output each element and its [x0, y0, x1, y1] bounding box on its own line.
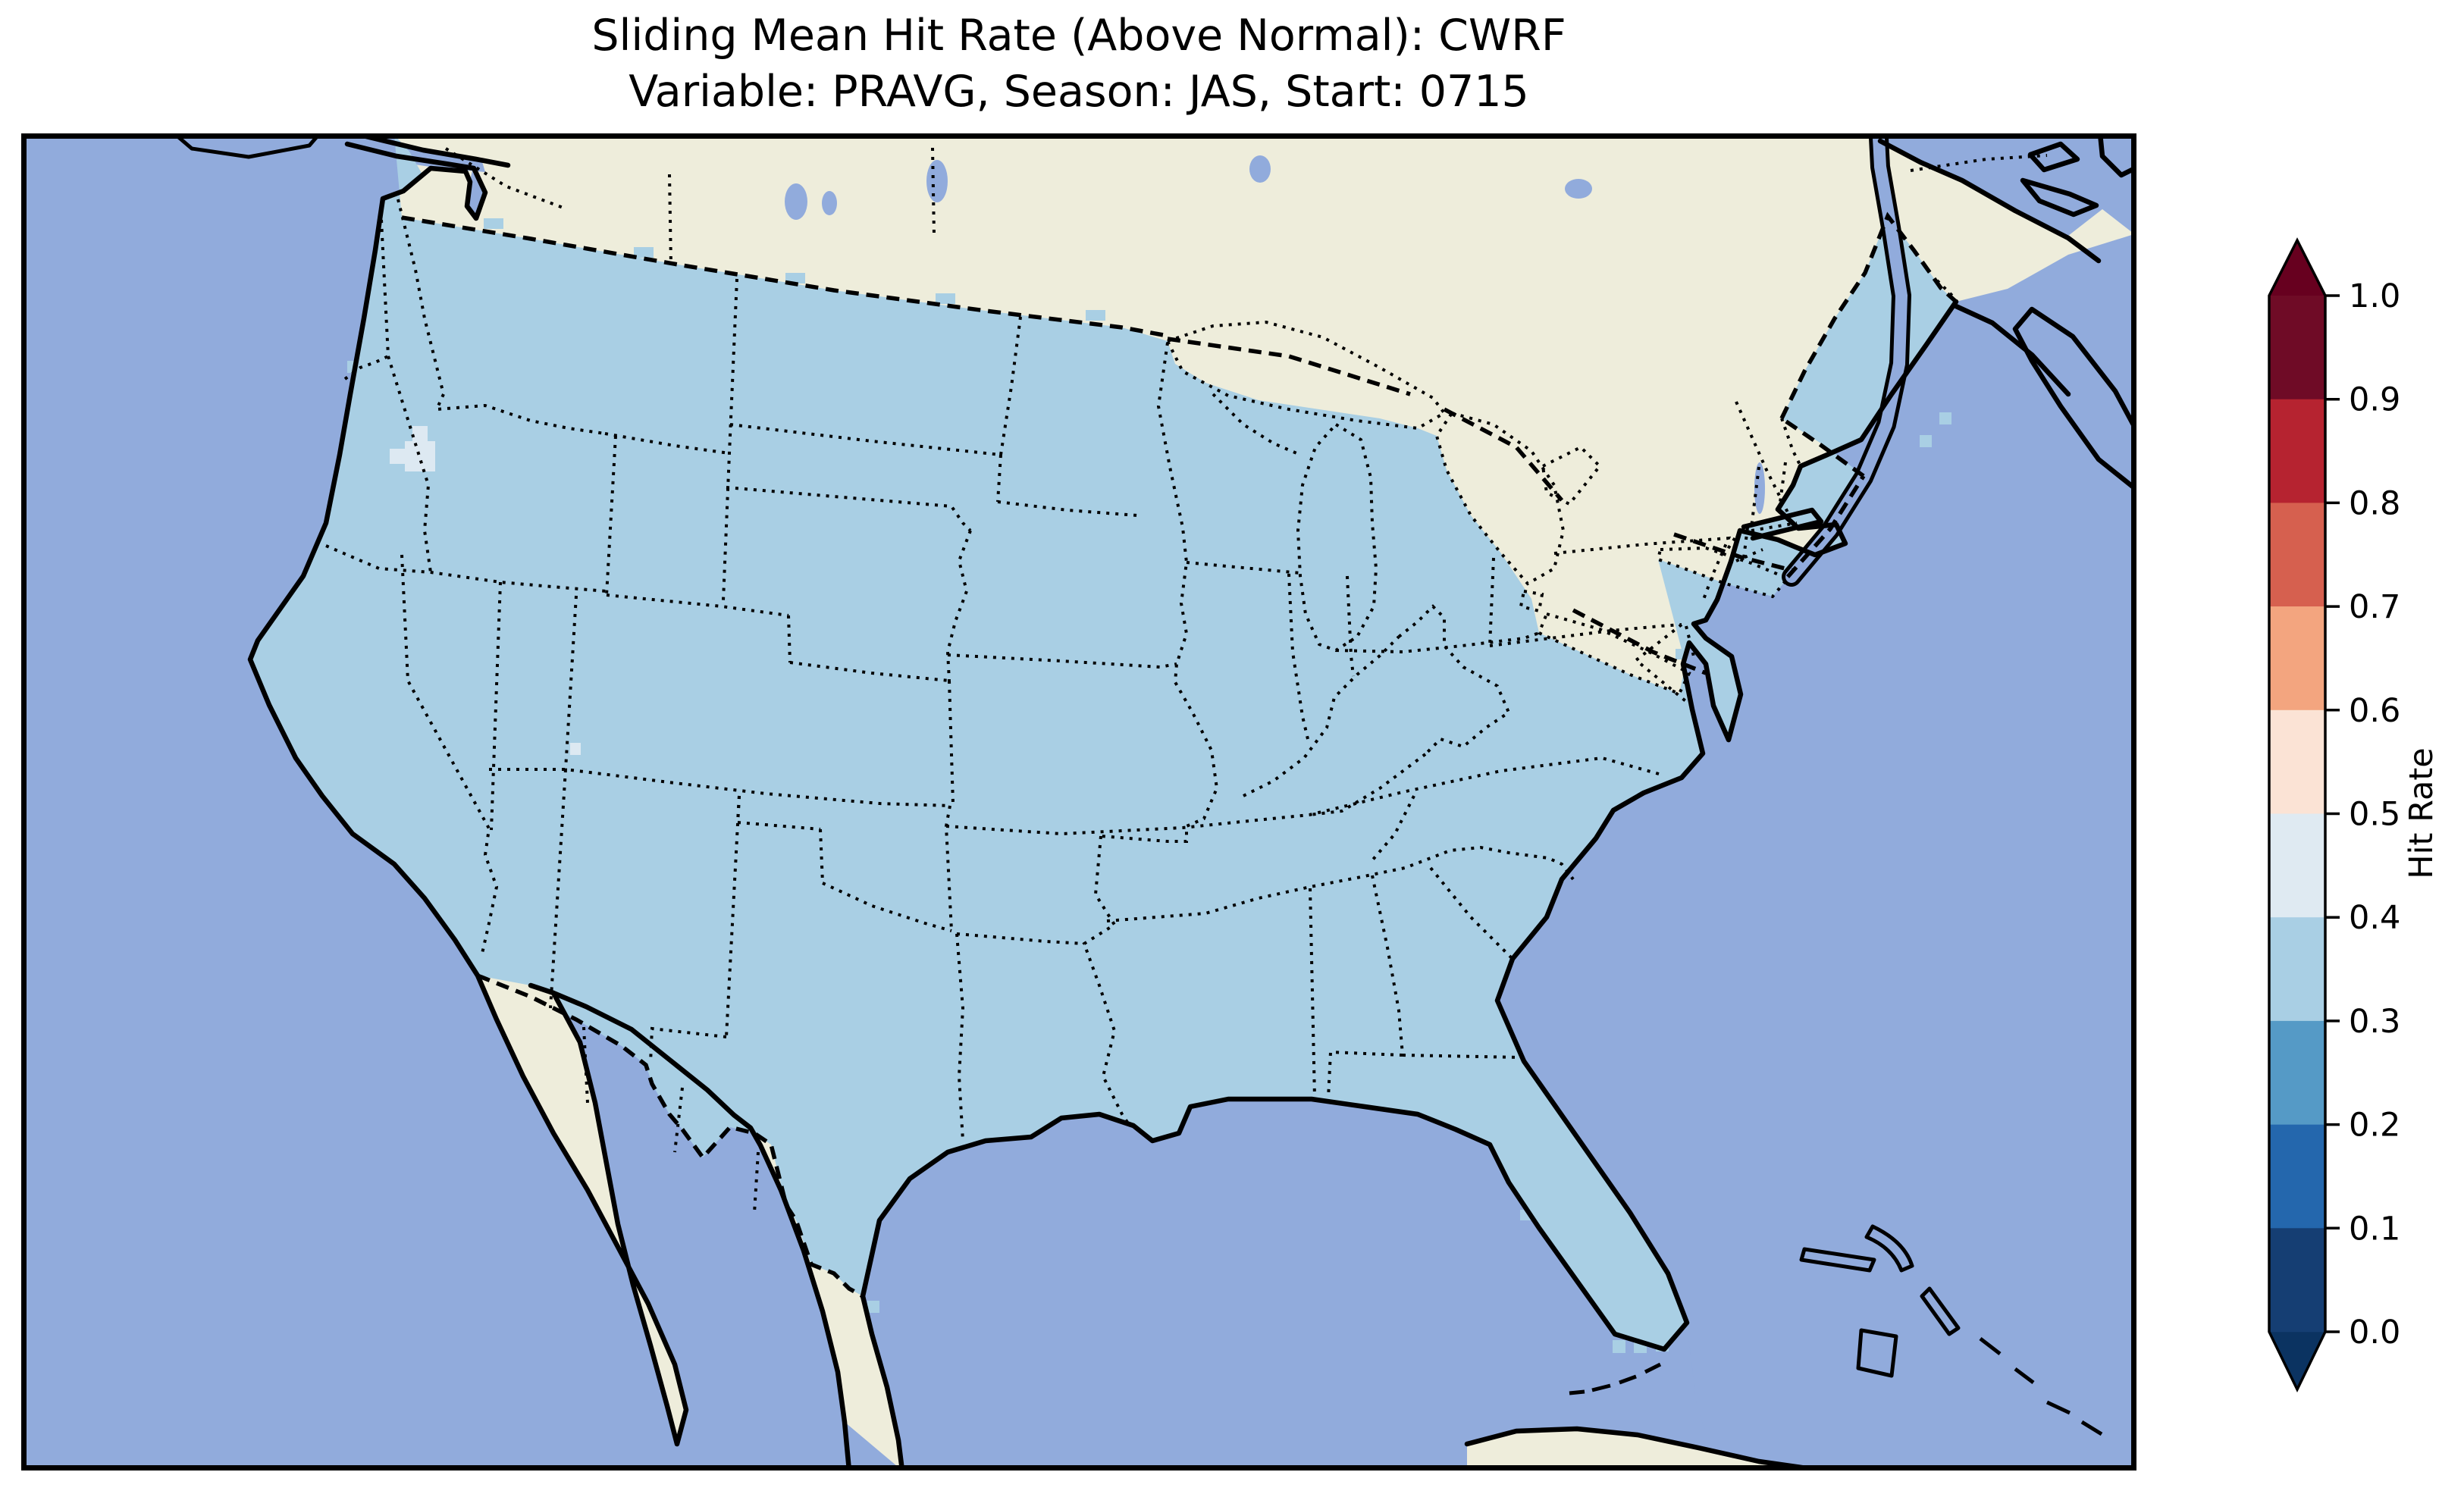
colorbar: 1.0 0.9 0.8 0.7 0.6 0.5 0.4 0.3 0.2 0.1 …: [2268, 237, 2440, 1392]
pacific-coast: [247, 133, 689, 1447]
lake-superior: [1165, 320, 1447, 431]
atlantic-ocean: [1497, 233, 2136, 1471]
us-canada-border: [401, 215, 1168, 338]
cuba: [1467, 1429, 1820, 1471]
florida-keys: [1569, 1362, 1662, 1395]
tick-0.4: 0.4: [2349, 899, 2400, 937]
lake-ontario: [1656, 546, 1791, 599]
colorbar-under-arrow: [2269, 1332, 2325, 1389]
lake-champlain: [1754, 462, 1765, 514]
tick-0.0: 0.0: [2349, 1314, 2400, 1351]
colorbar-bins: [2269, 296, 2325, 1333]
hit-rate-patches-04-05: [390, 426, 581, 755]
atlantic-gulf-coast: [860, 299, 1959, 1471]
colorbar-axis-label: Hit Rate: [2403, 747, 2440, 879]
us-mexico-border: [476, 973, 864, 1298]
nova-scotia: [2012, 306, 2136, 493]
colorbar-tick-labels: 1.0 0.9 0.8 0.7 0.6 0.5 0.4 0.3 0.2 0.1 …: [2349, 277, 2400, 1351]
tick-0.7: 0.7: [2349, 588, 2400, 626]
coastlines: [247, 133, 2102, 1471]
map-frame: [21, 133, 2136, 1471]
bay-of-fundy: [1956, 306, 2068, 411]
title-line-2: Variable: PRAVG, Season: JAS, Start: 071…: [629, 67, 1529, 117]
tick-0.1: 0.1: [2349, 1210, 2400, 1248]
title-line-1: Sliding Mean Hit Rate (Above Normal): CW…: [591, 11, 1566, 61]
colorbar-tick-marks: [2325, 294, 2340, 1333]
prince-edward-island: [2020, 177, 2099, 218]
cape-breton-corner: [2097, 133, 2136, 178]
new-brunswick-coast: [1877, 138, 2102, 397]
long-island: [1744, 510, 1821, 538]
tick-1.0: 1.0: [2349, 277, 2400, 315]
us-hit-rate-map: [21, 133, 2136, 1471]
bahamas-islands: [1799, 1224, 2103, 1436]
country-borders: [401, 211, 1958, 1298]
lake-erie: [1537, 612, 1691, 696]
tick-0.5: 0.5: [2349, 796, 2400, 834]
figure-title: Sliding Mean Hit Rate (Above Normal): CW…: [21, 8, 2136, 120]
tick-0.2: 0.2: [2349, 1107, 2400, 1145]
tick-0.6: 0.6: [2349, 692, 2400, 730]
tick-0.8: 0.8: [2349, 484, 2400, 522]
gulf-of-california: [553, 993, 849, 1471]
mexico-gulf-of-california-coast: [550, 990, 852, 1471]
canada-small-lakes: [785, 155, 1900, 514]
cuba-coastline: [1464, 1426, 1815, 1471]
us-hit-rate-field: [250, 135, 1956, 1349]
maine-border: [1779, 211, 1958, 420]
lake-huron: [1434, 411, 1566, 586]
colorbar-over-arrow: [2269, 240, 2325, 296]
gulf-island: [2027, 141, 2080, 173]
tick-0.3: 0.3: [2349, 1003, 2400, 1041]
tick-0.9: 0.9: [2349, 381, 2400, 419]
georgian-bay: [1541, 445, 1602, 506]
gulf-of-mexico: [863, 1099, 1719, 1471]
